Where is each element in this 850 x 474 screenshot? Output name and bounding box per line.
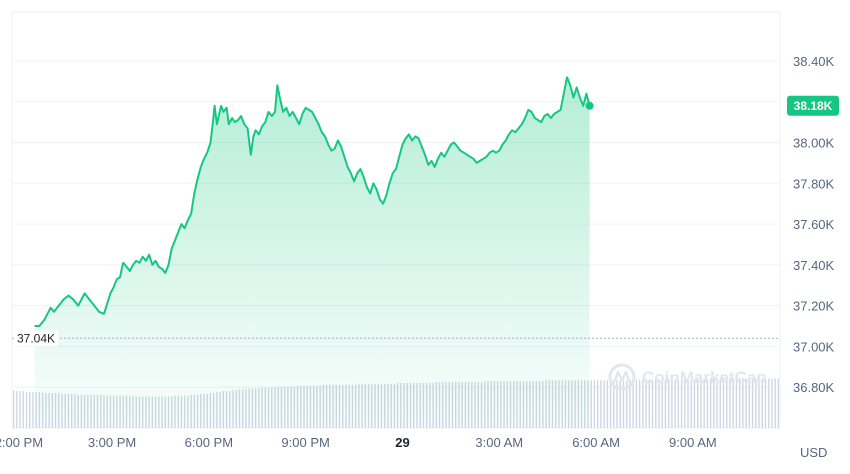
open-label-bg bbox=[14, 330, 59, 347]
current-price-label: 38.18K bbox=[794, 99, 833, 113]
price-area-fill bbox=[34, 77, 590, 429]
last-price-dot bbox=[585, 101, 594, 110]
x-tick-label: 3:00 PM bbox=[88, 435, 136, 450]
price-area bbox=[34, 76, 591, 429]
x-tick-label: 9:00 AM bbox=[669, 435, 717, 450]
y-tick-label: 37.40K bbox=[793, 258, 835, 273]
y-tick-label: 37.20K bbox=[793, 299, 835, 314]
currency-label: USD bbox=[800, 445, 827, 460]
y-tick-label: 36.80K bbox=[793, 380, 835, 395]
x-axis: 12:00 PM 3:00 PM 6:00 PM 9:00 PM 29 3:00 AM 6:… bbox=[0, 435, 717, 450]
x-tick-label: 9:00 PM bbox=[281, 435, 329, 450]
watermark-logo-icon bbox=[608, 363, 636, 391]
open-price-line: 37.04K bbox=[12, 330, 780, 347]
current-price-marker: 38.18K bbox=[585, 95, 839, 116]
y-tick-label: 37.80K bbox=[793, 176, 835, 191]
price-line bbox=[34, 76, 591, 327]
y-tick-label: 37.00K bbox=[793, 339, 835, 354]
watermark-text: CoinMarketCap bbox=[642, 368, 767, 387]
watermark-logo-mark bbox=[613, 370, 631, 382]
x-tick-label: 6:00 PM bbox=[185, 435, 233, 450]
y-tick-label: 37.60K bbox=[793, 217, 835, 232]
x-tick-label: 6:00 AM bbox=[572, 435, 620, 450]
watermark: CoinMarketCap bbox=[608, 363, 767, 391]
y-tick-label: 38.00K bbox=[793, 136, 835, 151]
x-tick-label: 3:00 AM bbox=[475, 435, 523, 450]
current-price-badge bbox=[787, 95, 839, 116]
y-tick-label: 38.40K bbox=[793, 54, 835, 69]
x-tick-label: 12:00 PM bbox=[0, 435, 43, 450]
x-tick-label: 29 bbox=[395, 435, 409, 450]
open-price-label: 37.04K bbox=[17, 331, 55, 345]
